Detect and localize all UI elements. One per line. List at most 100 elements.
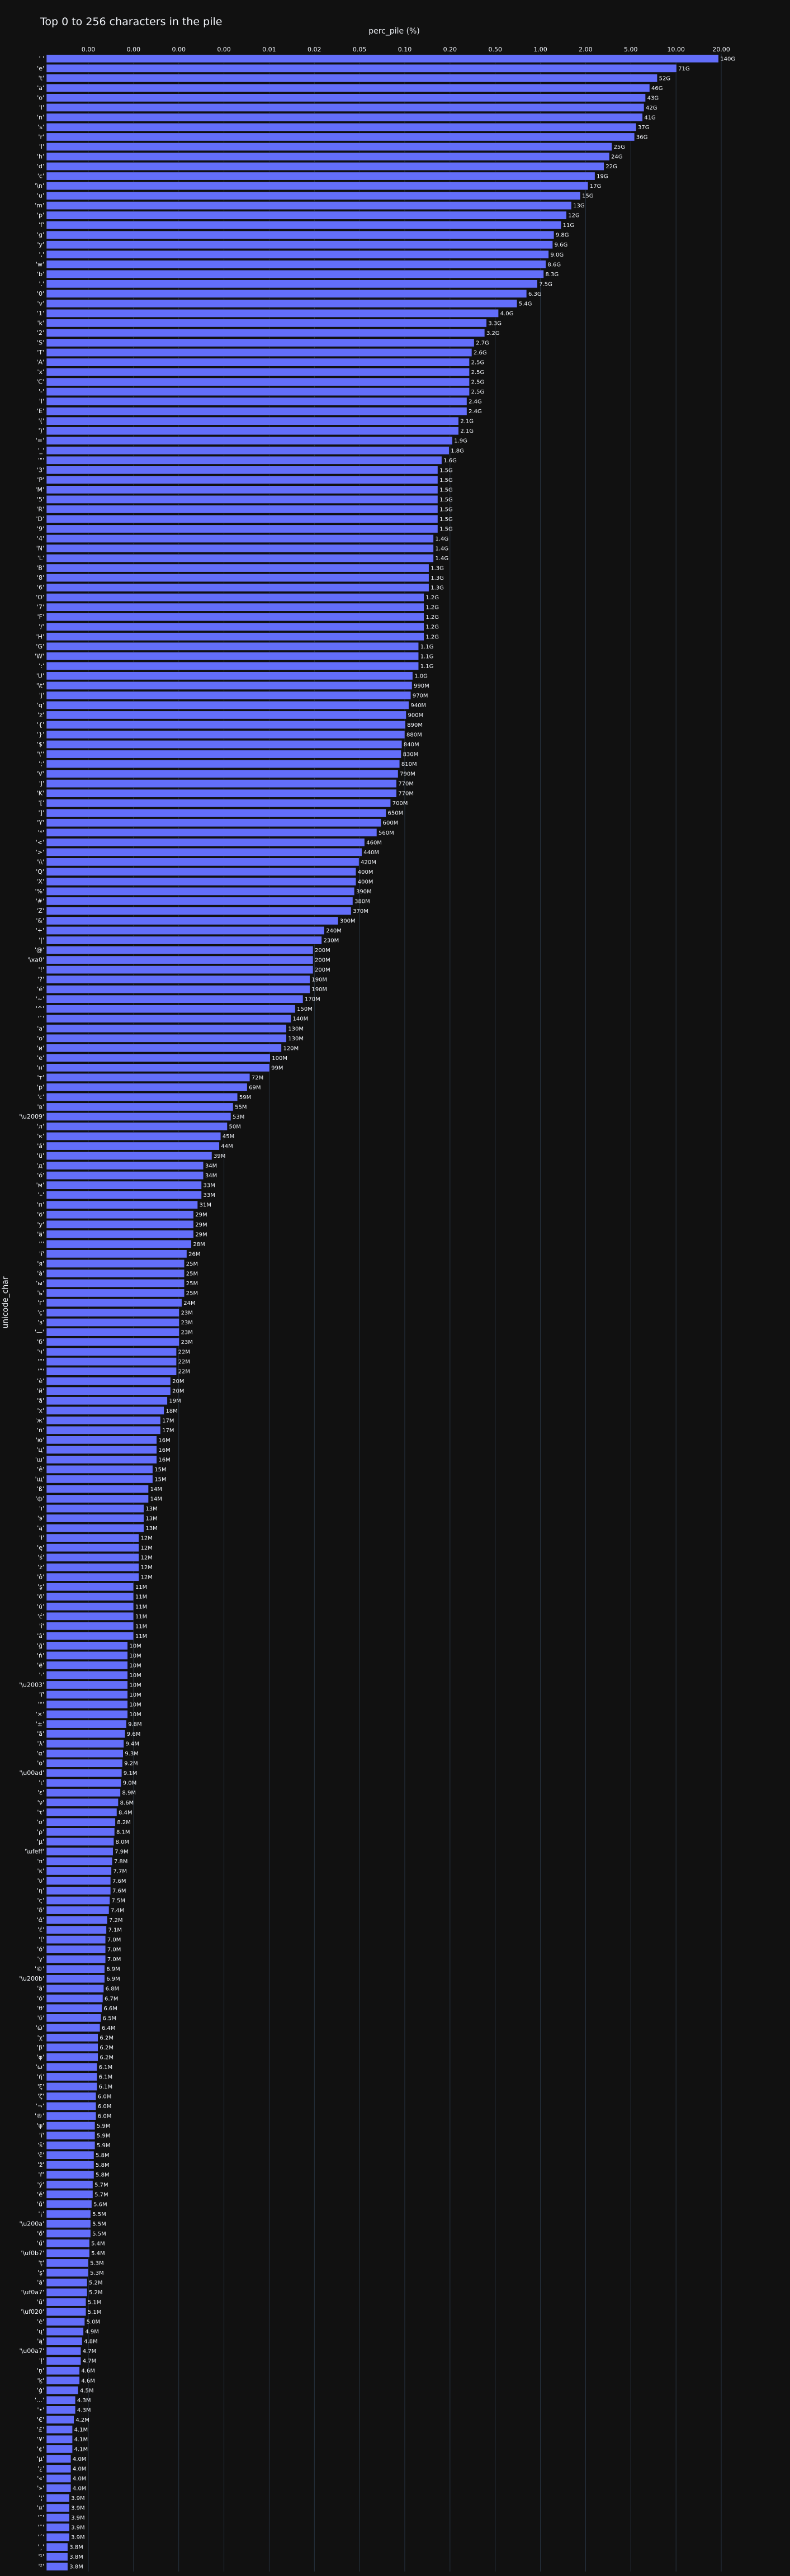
- bar: [46, 1788, 121, 1797]
- y-tick-label: 'ö': [37, 1211, 44, 1218]
- y-tick-label: 'ζ': [37, 2093, 44, 2100]
- bar: [46, 368, 470, 377]
- bar-value-label: 1.5G: [439, 477, 453, 484]
- bar: [46, 906, 352, 915]
- bar: [46, 789, 397, 798]
- y-tick-label: ':': [39, 662, 44, 670]
- bar-value-label: 1.4G: [435, 536, 448, 542]
- y-tick-label: '¸': [37, 2544, 44, 2551]
- y-tick-label: '5': [37, 496, 44, 503]
- y-tick-label: 'ų': [37, 2328, 44, 2335]
- y-tick-label: 'â': [37, 1632, 44, 1640]
- y-tick-label: '\u200b': [19, 1975, 44, 1982]
- bar: [46, 201, 572, 210]
- bar-value-label: 6.9M: [106, 1976, 120, 1982]
- bar: [46, 1289, 185, 1298]
- bar-value-label: 4.1M: [74, 2437, 88, 2443]
- bar-value-label: 830M: [403, 752, 419, 758]
- bar-value-label: 6.1M: [99, 2084, 113, 2090]
- bar-value-label: 2.5G: [471, 370, 485, 376]
- bar: [46, 1612, 134, 1621]
- y-tick-label: '1': [37, 310, 44, 317]
- y-tick-label: '>': [36, 849, 44, 856]
- y-tick-label: '\xa0': [27, 956, 44, 964]
- bar: [46, 2405, 76, 2414]
- y-tick-label: 'ô': [37, 1574, 44, 1581]
- bar: [46, 2435, 73, 2444]
- bar-value-label: 120M: [283, 1045, 299, 1052]
- bar-value-label: 4.3M: [77, 2398, 91, 2404]
- bar-value-label: 10M: [129, 1682, 141, 1688]
- bar: [46, 799, 391, 808]
- y-tick-label: '\u2003': [19, 1681, 44, 1688]
- bar-value-label: 5.5M: [92, 2221, 106, 2227]
- x-tick-label: 0.50: [488, 46, 502, 53]
- bar-value-label: 23M: [181, 1310, 193, 1317]
- bar: [46, 1298, 182, 1307]
- bar: [46, 93, 646, 102]
- bar: [46, 427, 459, 435]
- y-tick-label: '#': [36, 897, 44, 905]
- y-tick-label: 'p': [37, 212, 44, 219]
- y-tick-label: 'ê': [37, 1466, 44, 1473]
- y-tick-label: '¯': [37, 2524, 44, 2531]
- bar: [46, 485, 438, 494]
- bar-value-label: 18M: [165, 1408, 177, 1414]
- bar-value-label: 17G: [590, 183, 601, 190]
- bar-value-label: 8.3G: [545, 272, 559, 278]
- bar-value-label: 5.2M: [89, 2280, 103, 2286]
- bar: [46, 2298, 87, 2307]
- bar-value-label: 8.6G: [547, 262, 561, 268]
- y-tick-label: '¥': [37, 2436, 44, 2443]
- x-tick-label: 5.00: [624, 46, 638, 53]
- bar: [46, 2386, 79, 2395]
- bar: [46, 113, 643, 122]
- bar: [46, 1220, 194, 1229]
- bar: [46, 1367, 177, 1376]
- y-tick-label: 'ι': [39, 1779, 44, 1787]
- bar-value-label: 400M: [358, 869, 373, 875]
- bar: [46, 1396, 168, 1405]
- y-tick-label: '°': [37, 1701, 44, 1708]
- y-tick-label: 'w': [36, 261, 44, 268]
- bar-value-label: 9.2M: [124, 1761, 138, 1767]
- bar-value-label: 24G: [611, 154, 622, 160]
- data-labels: 140G 71G 52G 46G 43G 42G 41G 37G 36G 25G 24G 22G 19G…: [69, 56, 735, 2570]
- bar: [46, 1426, 161, 1434]
- bar-value-label: 5.7M: [94, 2192, 108, 2198]
- y-tick-label: 'μ': [37, 1838, 44, 1845]
- bar: [46, 2327, 84, 2336]
- y-tick-label: '~': [36, 996, 44, 1003]
- y-tick-label: '4': [37, 535, 44, 542]
- bar-value-label: 5.5M: [92, 2212, 106, 2218]
- bar: [46, 720, 406, 729]
- y-tick-label: 'D': [36, 515, 44, 523]
- bar-value-label: 9.6G: [555, 242, 568, 248]
- bar-value-label: 400M: [358, 879, 373, 885]
- bar-value-label: 10M: [129, 1643, 141, 1649]
- bar-value-label: 6.3G: [528, 291, 542, 297]
- bar: [46, 2425, 73, 2434]
- bar: [46, 1005, 296, 1014]
- bar-value-label: 15M: [154, 1476, 166, 1483]
- bar-value-label: 11M: [135, 1633, 147, 1640]
- bar-value-label: 6.6M: [103, 2006, 117, 2012]
- bar: [46, 613, 424, 622]
- y-tick-label: 'v': [37, 300, 44, 307]
- bar-value-label: 100M: [272, 1055, 287, 1062]
- y-tick-label: 'ķ': [37, 2377, 44, 2384]
- bar: [46, 2151, 94, 2160]
- bar-value-label: 15G: [582, 193, 593, 200]
- bar-value-label: 9.0G: [550, 252, 564, 258]
- bar-value-label: 7.7M: [113, 1868, 127, 1874]
- bar: [46, 2494, 70, 2503]
- y-tick-label: '(': [39, 418, 44, 425]
- y-tick-label: 'α': [37, 1750, 44, 1757]
- bar-value-label: 6.0M: [98, 2104, 112, 2110]
- y-tick-label: 'θ': [37, 2005, 44, 2012]
- bar: [46, 887, 355, 896]
- y-tick-label: '!': [39, 966, 44, 973]
- bar: [46, 622, 424, 631]
- y-tick-label: 'l': [39, 143, 44, 150]
- y-tick-label: 'Q': [36, 868, 44, 875]
